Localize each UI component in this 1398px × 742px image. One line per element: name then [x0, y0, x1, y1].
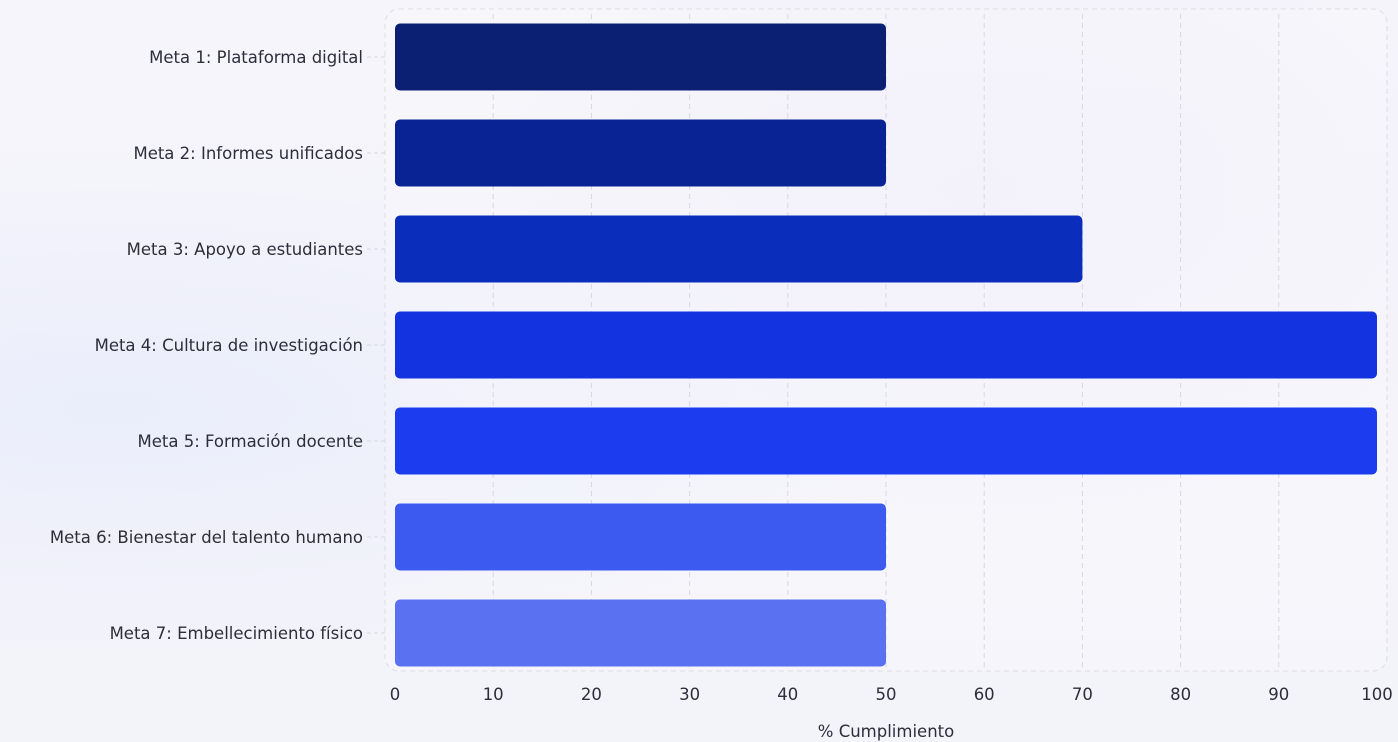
category-label: Meta 6: Bienestar del talento humano	[50, 528, 363, 547]
x-tick-label: 30	[679, 685, 700, 704]
x-tick-label: 60	[974, 685, 995, 704]
category-label: Meta 3: Apoyo a estudiantes	[127, 240, 363, 259]
category-label: Meta 5: Formación docente	[137, 432, 363, 451]
x-tick-label: 80	[1170, 685, 1191, 704]
bar	[395, 407, 1377, 475]
category-label: Meta 7: Embellecimiento físico	[110, 624, 363, 643]
x-tick-label: 50	[876, 685, 897, 704]
bars	[395, 23, 1377, 667]
category-label: Meta 2: Informes unificados	[133, 144, 363, 163]
x-tick-label: 20	[581, 685, 602, 704]
x-axis-ticks: 0 10 20 30 40 50 60 70 80 90 100	[390, 685, 1393, 704]
bar	[395, 23, 886, 91]
bar	[395, 119, 886, 187]
category-labels: Meta 1: Plataforma digital Meta 2: Inform…	[50, 48, 363, 643]
x-tick-label: 40	[777, 685, 798, 704]
x-tick-label: 90	[1268, 685, 1289, 704]
category-label: Meta 1: Plataforma digital	[149, 48, 363, 67]
x-tick-label: 70	[1072, 685, 1093, 704]
bar	[395, 311, 1377, 379]
bar	[395, 503, 886, 571]
x-tick-label: 0	[390, 685, 401, 704]
bar	[395, 215, 1083, 283]
x-tick-label: 100	[1361, 685, 1393, 704]
x-tick-label: 10	[483, 685, 504, 704]
x-axis-title: % Cumplimiento	[818, 722, 954, 741]
bar	[395, 599, 886, 667]
category-label: Meta 4: Cultura de investigación	[95, 336, 363, 355]
